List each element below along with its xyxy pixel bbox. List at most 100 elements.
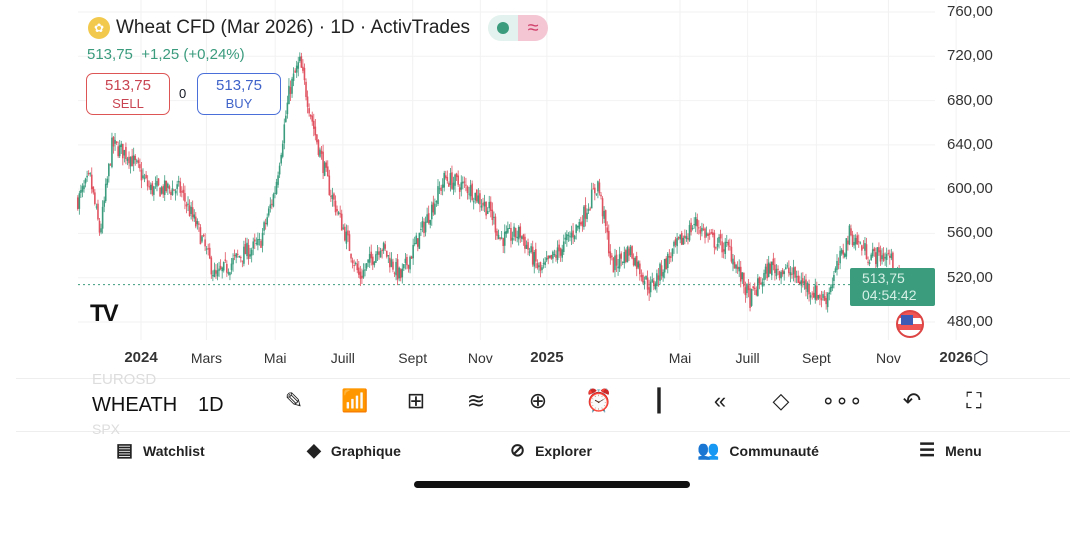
- candle-body: [246, 242, 248, 257]
- nav-watchlist[interactable]: ▤ Watchlist: [116, 440, 205, 461]
- candle-body: [291, 78, 293, 94]
- us-flag-icon[interactable]: [896, 310, 924, 338]
- add-circle-icon[interactable]: ⊕: [528, 388, 548, 413]
- chart-header[interactable]: ✿ Wheat CFD (Mar 2026) · 1D · ActivTrade…: [88, 15, 549, 41]
- candle-body: [317, 140, 320, 155]
- candle-body: [156, 181, 158, 187]
- candle-body: [460, 182, 463, 190]
- candle-body: [264, 222, 267, 224]
- candle-body: [316, 134, 318, 143]
- nav-graphique[interactable]: ◆ Graphique: [307, 440, 401, 461]
- candle-body: [312, 120, 315, 129]
- candle-body: [834, 268, 837, 273]
- candle-body: [221, 267, 223, 272]
- candle-body: [570, 232, 573, 238]
- status-pill[interactable]: ≈: [488, 15, 549, 41]
- candle-body: [890, 253, 893, 259]
- candle-body: [842, 250, 845, 255]
- candle-body: [876, 247, 879, 267]
- candle-body: [385, 250, 388, 257]
- settings-hexagon-icon[interactable]: ⬡: [973, 348, 989, 368]
- price-chart[interactable]: [0, 0, 1070, 380]
- candle-body: [870, 254, 872, 260]
- candle-body: [236, 253, 239, 255]
- candle-body: [691, 227, 694, 230]
- candle-body: [384, 244, 387, 249]
- candle-body: [541, 267, 543, 270]
- candle-body: [389, 257, 391, 268]
- candle-body: [179, 181, 182, 193]
- candle-body: [629, 246, 632, 255]
- candle-body: [299, 56, 301, 62]
- candle-body: [482, 202, 484, 206]
- candle-body: [407, 264, 410, 269]
- candle-body: [350, 253, 352, 259]
- sell-button[interactable]: 513,75 SELL: [86, 73, 170, 115]
- candle-body: [598, 182, 601, 194]
- candle-body: [684, 235, 686, 238]
- alarm-icon[interactable]: ⏰: [585, 388, 613, 413]
- candle-body: [202, 235, 205, 237]
- candle-body: [857, 241, 860, 243]
- buy-button[interactable]: 513,75 BUY: [197, 73, 281, 115]
- candle-body: [252, 241, 255, 249]
- nav-communaute[interactable]: 👥 Communauté: [697, 440, 819, 461]
- candle-body: [542, 263, 545, 265]
- candle-body: [125, 146, 127, 159]
- candle-body: [458, 187, 461, 192]
- undo-icon[interactable]: ↶: [902, 388, 922, 413]
- candle-body: [208, 247, 211, 259]
- candle-body: [412, 244, 414, 259]
- candle-body: [139, 164, 141, 169]
- candle-body: [861, 245, 863, 251]
- candle-body: [548, 255, 551, 258]
- candle-body: [280, 154, 282, 164]
- time-tick: Juill: [735, 350, 760, 366]
- candle-body: [831, 284, 834, 289]
- candle-body: [583, 206, 585, 227]
- more-icon[interactable]: ∘∘∘: [821, 388, 863, 413]
- candle-body: [434, 203, 436, 215]
- symbol-selector[interactable]: WHEATH: [92, 394, 178, 416]
- candle-body: [118, 145, 121, 157]
- candle-body: [594, 187, 596, 194]
- candle-body: [243, 246, 245, 264]
- indicators-icon[interactable]: 📶: [341, 388, 369, 413]
- candle-body: [702, 228, 705, 230]
- candle-body: [474, 192, 477, 201]
- templates-grid-icon[interactable]: ⊞: [406, 388, 426, 413]
- community-icon: 👥: [697, 440, 720, 460]
- candle-body: [97, 203, 99, 220]
- candle-body: [378, 251, 380, 255]
- compare-icon[interactable]: ≋: [466, 388, 486, 413]
- candle-body: [510, 227, 512, 241]
- time-tick: Sept: [801, 350, 831, 366]
- candle-body: [427, 213, 430, 223]
- candle-body: [477, 195, 480, 203]
- drawing-pen-icon[interactable]: ✎: [284, 388, 304, 413]
- candle-body: [660, 265, 663, 276]
- candle-body: [185, 204, 188, 207]
- candle-body: [513, 226, 515, 237]
- symbol-title[interactable]: Wheat CFD (Mar 2026) · 1D · ActivTrades: [116, 17, 471, 38]
- nav-menu[interactable]: ☰ Menu: [919, 440, 982, 461]
- interval-selector[interactable]: 1D: [198, 394, 224, 416]
- nav-explorer[interactable]: ⊘ Explorer: [510, 440, 592, 461]
- fullscreen-icon[interactable]: ⛶: [966, 388, 982, 413]
- candles-icon[interactable]: ┃: [652, 388, 666, 413]
- candle-body: [881, 255, 883, 260]
- layers-icon[interactable]: ◇: [772, 388, 790, 413]
- candle-body: [497, 234, 500, 239]
- candle-body: [651, 279, 654, 282]
- candle-body: [323, 162, 326, 176]
- candle-body: [766, 263, 768, 279]
- candle-body: [516, 236, 518, 239]
- replay-icon[interactable]: «: [713, 388, 727, 413]
- candle-body: [438, 188, 441, 190]
- candle-body: [491, 209, 494, 220]
- candle-body: [847, 240, 849, 245]
- candle-body: [95, 206, 98, 208]
- candle-body: [149, 184, 152, 191]
- time-tick: Juill: [330, 350, 355, 366]
- candle-body: [617, 266, 619, 269]
